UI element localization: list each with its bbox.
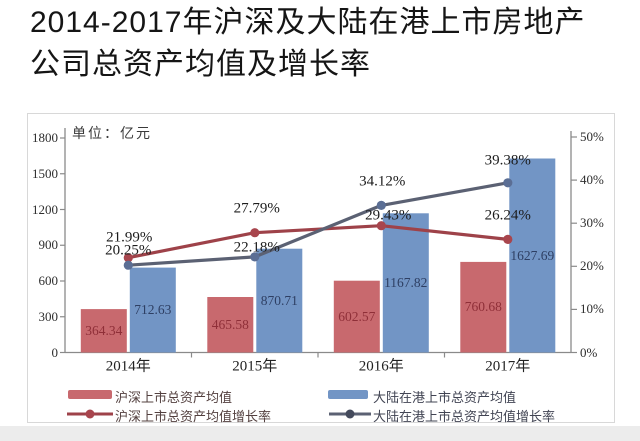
legend-label-hk-bar: 大陆在港上市总资产均值 <box>373 390 517 405</box>
legend-label-hushen-bar: 沪深上市总资产均值 <box>115 390 233 405</box>
title-line-2: 公司总资产均值及增长率 <box>30 48 371 81</box>
page-title: 2014-2017年沪深及大陆在港上市房地产 公司总资产均值及增长率 <box>30 2 585 86</box>
title-line-1: 2014-2017年沪深及大陆在港上市房地产 <box>30 6 586 39</box>
axis-unit-label: 单位：亿元 <box>72 125 152 141</box>
page-background-strip <box>0 426 640 441</box>
legend-label-hk-growth: 大陆在港上市总资产均值增长率 <box>373 409 556 424</box>
legend-swatch-hk-bar <box>328 390 368 399</box>
legend-swatch-hushen-bar <box>68 390 112 399</box>
legend-line-hushen-growth-icon <box>67 409 113 419</box>
legend-label-hushen-growth: 沪深上市总资产均值增长率 <box>115 409 272 424</box>
legend-line-hk-growth-icon <box>329 409 371 419</box>
chart-panel <box>27 113 615 423</box>
